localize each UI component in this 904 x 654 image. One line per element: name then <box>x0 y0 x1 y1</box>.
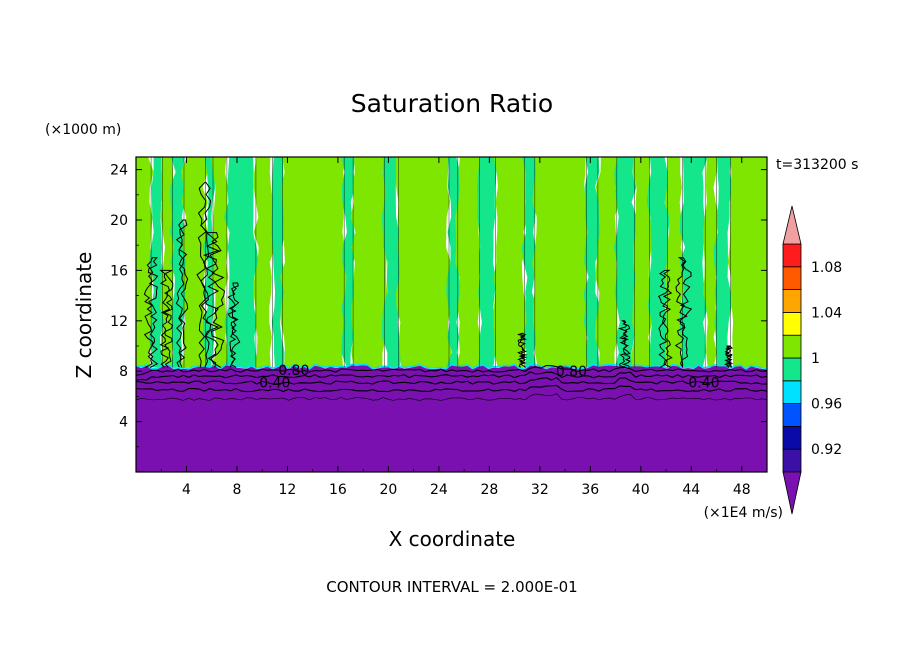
y-tick-label: 20 <box>110 213 128 229</box>
contour-filament <box>657 269 673 368</box>
colorbar-swatch <box>782 380 802 404</box>
x-axis-label: X coordinate <box>389 527 516 551</box>
colorbar-swatch <box>782 357 802 382</box>
colorbar-swatch <box>782 448 802 473</box>
field-band <box>210 157 229 368</box>
contour-label: 0.40 <box>688 376 719 392</box>
x-tick-label: 4 <box>182 482 191 498</box>
field-band <box>271 157 286 368</box>
field-band <box>136 157 154 368</box>
contour-filament <box>674 257 693 368</box>
colorbar-swatch <box>782 403 802 427</box>
colorbar-over-arrow <box>782 205 802 245</box>
y-tick-label: 16 <box>110 263 128 279</box>
contour-filament <box>202 232 226 368</box>
colorbar-tick-label: 1 <box>811 351 820 367</box>
x-tick-label: 36 <box>581 482 599 498</box>
x-tick-label: 12 <box>279 482 297 498</box>
colorbar-swatch <box>782 289 802 313</box>
x-tick-label: 44 <box>682 482 700 498</box>
field-band <box>253 157 276 368</box>
y-tick-label: 8 <box>119 364 128 380</box>
field-band <box>727 157 767 368</box>
colorbar-tick-label: 0.96 <box>811 397 842 413</box>
contour-label: 0.80 <box>278 363 309 379</box>
contour-line <box>135 371 768 381</box>
x-tick-label: 20 <box>379 482 397 498</box>
colorbar-tick-label: 1.08 <box>811 260 842 276</box>
x-tick-label: 40 <box>632 482 650 498</box>
contour-lines <box>135 157 768 401</box>
plot-frame <box>135 156 768 473</box>
contour-labels: 0.800.400.800.40 <box>259 363 719 392</box>
field-band <box>703 157 720 368</box>
contour-interval: CONTOUR INTERVAL = 2.000E-01 <box>326 578 577 596</box>
chart-title: Saturation Ratio <box>351 89 553 118</box>
y-tick-label: 4 <box>119 415 128 431</box>
time-label: t=313200 s <box>776 157 858 173</box>
contour-filament <box>143 257 159 368</box>
field-band <box>477 157 498 368</box>
y-axis-ticks: 4 8 12 16 20 24 <box>110 163 767 448</box>
contour-line <box>135 393 768 401</box>
x-axis-unit: (×1E4 m/s) <box>704 505 783 521</box>
field-band <box>532 157 590 368</box>
contour-filament <box>517 332 528 368</box>
colorbar-swatch <box>782 311 802 336</box>
y-tick-label: 12 <box>110 314 128 330</box>
y-axis-label: Z coordinate <box>72 252 96 379</box>
field-band <box>583 157 601 368</box>
field-band <box>395 157 452 368</box>
field-band <box>381 157 402 368</box>
dry-layer <box>136 365 767 472</box>
field-band <box>613 157 637 368</box>
contour-line <box>135 364 768 376</box>
x-tick-label: 32 <box>531 482 549 498</box>
field-band <box>455 157 482 368</box>
contour-filament <box>227 282 241 368</box>
colorbar-tick-label: 0.92 <box>811 442 842 458</box>
field-band <box>350 157 388 368</box>
x-tick-label: 48 <box>733 482 751 498</box>
colorbar-tick-label: 1.04 <box>811 305 842 321</box>
colorbar-swatch <box>782 243 802 268</box>
contour-label: 0.40 <box>259 376 290 392</box>
y-tick-label: 24 <box>110 163 128 179</box>
contour-line <box>135 384 768 393</box>
contour-line <box>135 376 768 385</box>
field-band <box>280 157 347 368</box>
x-tick-label: 28 <box>480 482 498 498</box>
field-band <box>594 157 620 368</box>
contour-filament <box>618 320 631 368</box>
x-tick-label: 24 <box>430 482 448 498</box>
field-band <box>493 157 528 368</box>
x-axis-ticks: 4 8 12 16 20 24 28 32 36 40 44 48 <box>160 157 751 498</box>
x-tick-label: 16 <box>329 482 347 498</box>
field-band <box>664 157 686 368</box>
colorbar-swatch <box>782 334 802 359</box>
plot-area: 0.800.400.800.40 4 8 12 16 20 24 28 32 36 40 44 48 … <box>110 156 768 498</box>
shaded-field <box>135 157 768 472</box>
field-band <box>224 157 259 368</box>
colorbar-swatch <box>782 266 802 290</box>
y-axis-unit: (×1000 m) <box>45 122 121 138</box>
field-band <box>713 157 733 368</box>
x-tick-label: 8 <box>232 482 241 498</box>
colorbar: 1.08 1.04 1 0.96 0.92 <box>782 205 842 515</box>
field-band <box>631 157 653 368</box>
colorbar-under-arrow <box>782 471 802 515</box>
colorbar-swatch <box>782 425 802 450</box>
contour-label: 0.80 <box>556 364 587 380</box>
